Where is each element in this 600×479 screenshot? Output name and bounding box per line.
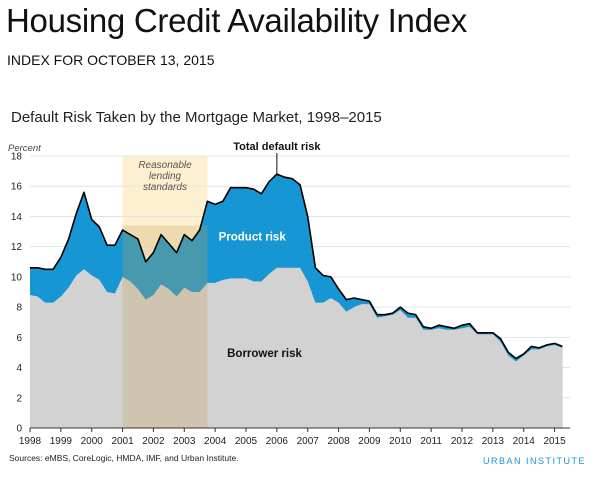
y-tick-label: 4 (16, 363, 22, 374)
x-tick-label: 1998 (19, 436, 42, 447)
axis-layer: 0 2 4 6 8 10 12 14 16 18 1998 1999 2000 2001 2002 2003 2… (11, 152, 570, 447)
label-layer: Percent Reasonable lending standards Tot… (8, 141, 321, 360)
urban-institute-logo[interactable]: URBAN INSTITUTE (482, 456, 586, 466)
x-tick-label: 2006 (266, 436, 289, 447)
y-tick-label: 16 (11, 182, 23, 193)
borrower-risk-area (30, 267, 563, 428)
total-risk-line (30, 173, 563, 360)
x-tick-label: 2007 (297, 436, 320, 447)
total-risk-annotation: Total default risk (233, 141, 321, 153)
x-tick-label: 2002 (142, 436, 165, 447)
y-tick-label: 2 (16, 393, 22, 404)
highlight-label-line-3: standards (143, 182, 187, 193)
sources-note: Sources: eMBS, CoreLogic, HMDA, IMF, and… (9, 453, 239, 463)
y-axis-label: Percent (8, 143, 41, 154)
x-tick-label: 2008 (327, 436, 350, 447)
x-tick-label: 2014 (513, 436, 536, 447)
x-tick-label: 2009 (358, 436, 381, 447)
x-tick-label: 2015 (543, 436, 566, 447)
x-tick-label: 2005 (235, 436, 258, 447)
highlight-label-line-1: Reasonable (138, 160, 192, 171)
x-tick-label: 2001 (111, 436, 134, 447)
x-tick-label: 2013 (482, 436, 505, 447)
y-tick-label: 14 (11, 212, 23, 223)
chart-title: Default Risk Taken by the Mortgage Marke… (11, 109, 382, 126)
x-tick-label: 2003 (173, 436, 196, 447)
x-tick-label: 2000 (81, 436, 104, 447)
y-tick-label: 18 (11, 152, 23, 163)
x-tick-label: 1999 (50, 436, 73, 447)
y-tick-label: 0 (16, 424, 22, 435)
x-tick-label: 2004 (204, 436, 227, 447)
highlight-overlay (122, 225, 208, 428)
y-tick-label: 10 (11, 272, 23, 283)
product-risk-label: Product risk (219, 232, 287, 244)
highlight-label-line-2: lending (149, 171, 182, 182)
page-title: Housing Credit Availability Index (6, 2, 467, 39)
x-tick-label: 2012 (451, 436, 474, 447)
x-tick-label: 2011 (420, 436, 442, 447)
x-tick-label: 2010 (389, 436, 412, 447)
page-subtitle: INDEX FOR OCTOBER 13, 2015 (7, 52, 215, 68)
y-tick-label: 8 (16, 303, 22, 314)
y-tick-label: 6 (16, 333, 22, 344)
y-tick-label: 12 (11, 242, 23, 253)
borrower-risk-label: Borrower risk (227, 348, 302, 360)
